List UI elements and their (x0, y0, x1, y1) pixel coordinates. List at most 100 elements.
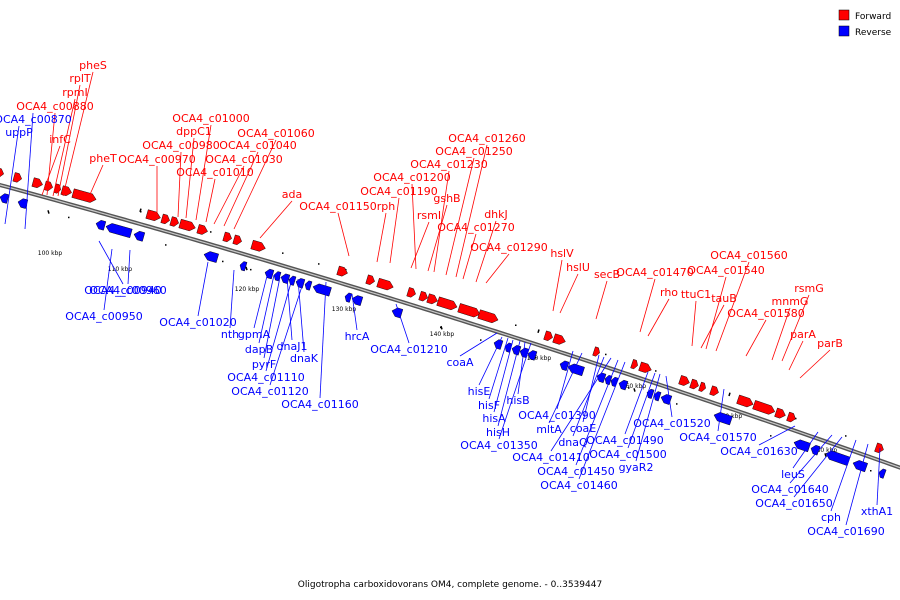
reverse-gene-arrow (618, 379, 629, 391)
leader-line (497, 340, 521, 427)
gene-label-oca4-c01110: OCA4_c01110 (227, 371, 304, 384)
leader-line (259, 200, 293, 239)
gene-label-oca4-c01010: OCA4_c01010 (176, 166, 253, 179)
reverse-gene-arrow (810, 445, 821, 456)
tick-dot (655, 370, 657, 372)
gene-label-oca4-c01350: OCA4_c01350 (460, 439, 537, 452)
gene-label-rho: rho (660, 286, 678, 299)
reverse-gene-arrow (264, 268, 275, 280)
leader-line (297, 278, 305, 353)
tick-label: 100 kbp (38, 250, 63, 257)
reverse-gene-arrow (0, 193, 10, 204)
gene-label-cph: cph (821, 511, 841, 524)
leader-line (195, 124, 212, 221)
forward-gene-arrow (698, 381, 706, 392)
gene-label-oca4-c01290: OCA4_c01290 (470, 241, 547, 254)
reverse-gene-arrow (567, 363, 585, 377)
leader-line (789, 434, 833, 484)
leader-line (758, 425, 796, 446)
tick-label: 140 kbp (430, 331, 455, 338)
leader-line (337, 212, 350, 257)
leader-line (550, 357, 612, 452)
leader-line (715, 261, 750, 352)
leader-line (595, 280, 608, 320)
gene-label-mlta: mltA (536, 423, 562, 436)
reverse-gene-arrow (312, 283, 332, 297)
forward-gene-arrow (552, 333, 566, 345)
gene-label-hslu: hslU (566, 261, 590, 274)
leader-line (4, 125, 20, 225)
leader-line (462, 233, 477, 280)
tick-dot (676, 403, 678, 405)
gene-label-dppc1: dppC1 (176, 125, 212, 138)
gene-label-oca4-c01690: OCA4_c01690 (807, 525, 884, 538)
major-tick (633, 388, 636, 392)
reverse-gene-arrow (493, 339, 504, 350)
leader-line (233, 139, 277, 230)
gene-label-oca4-c00970: OCA4_c00970 (118, 153, 195, 166)
leader-line (559, 273, 579, 314)
gene-label-oca4-c01060: OCA4_c01060 (237, 127, 314, 140)
leader-line (830, 439, 857, 512)
leader-line (488, 337, 509, 400)
leader-line (548, 352, 583, 424)
tick-dot (210, 231, 212, 233)
gene-label-rph: rph (377, 200, 396, 213)
leader-line (788, 340, 804, 371)
leader-line (493, 339, 514, 413)
leader-line (197, 261, 209, 317)
tick-dot (605, 353, 607, 356)
leader-line (253, 271, 269, 329)
leader-line (213, 165, 245, 225)
leader-line (410, 221, 430, 269)
major-tick (440, 325, 443, 330)
reverse-gene-arrow (878, 468, 887, 479)
tick-label: 180 kbp (813, 447, 838, 454)
tick-dot (165, 244, 167, 246)
forward-gene-arrow (543, 330, 553, 341)
gene-label-oca4-c01260: OCA4_c01260 (448, 132, 525, 145)
gene-label-dnaj1: dnaJ1 (277, 340, 308, 353)
gene-label-pyrf: pyrF (252, 358, 276, 371)
leader-line (792, 431, 819, 469)
gene-label-ada: ada (282, 188, 302, 201)
tick-dot (282, 252, 284, 254)
reverse-gene-arrow (713, 412, 733, 426)
leader-line (46, 112, 56, 196)
leader-line (705, 276, 727, 350)
gene-label-oca4-c01580: OCA4_c01580 (727, 307, 804, 320)
forward-gene-arrow (418, 290, 428, 302)
forward-gene-arrow (774, 407, 786, 419)
major-tick (47, 210, 50, 214)
tick-dot (68, 216, 70, 219)
reverse-gene-arrow (351, 295, 364, 306)
forward-gene-arrow (31, 177, 43, 189)
tick-dot (795, 417, 797, 420)
gene-label-rsmg: rsmG (794, 282, 824, 295)
gene-label-oca4-c01160: OCA4_c01160 (281, 398, 358, 411)
forward-gene-arrow (196, 224, 208, 235)
gene-label-oca4-c01120: OCA4_c01120 (231, 385, 308, 398)
leader-line (552, 259, 563, 312)
leader-line (635, 373, 661, 462)
gene-label-oca4-c01270: OCA4_c01270 (437, 221, 514, 234)
gene-label-oca4-c00870: OCA4_c00870 (0, 113, 72, 126)
forward-gene-arrow (376, 277, 394, 291)
gene-label-oca4-c01540: OCA4_c01540 (687, 264, 764, 277)
forward-gene-arrow (160, 213, 170, 225)
leader-line (445, 157, 475, 276)
forward-gene-arrow (426, 293, 438, 305)
leader-line (24, 112, 34, 230)
gene-label-gyar2: gyaR2 (619, 461, 654, 474)
legend-forward-swatch (838, 9, 850, 21)
forward-gene-arrow (222, 231, 232, 243)
gene-label-oca4-c01630: OCA4_c01630 (720, 445, 797, 458)
legend-reverse-swatch (838, 25, 850, 37)
leader-line (319, 281, 327, 399)
gene-label-oca4-c01150: OCA4_c01150 (299, 200, 376, 213)
gene-label-oca4-c01450: OCA4_c01450 (537, 465, 614, 478)
leader-line (269, 279, 305, 386)
gene-label-nth: nth (221, 328, 239, 341)
reverse-gene-arrow (604, 375, 613, 386)
